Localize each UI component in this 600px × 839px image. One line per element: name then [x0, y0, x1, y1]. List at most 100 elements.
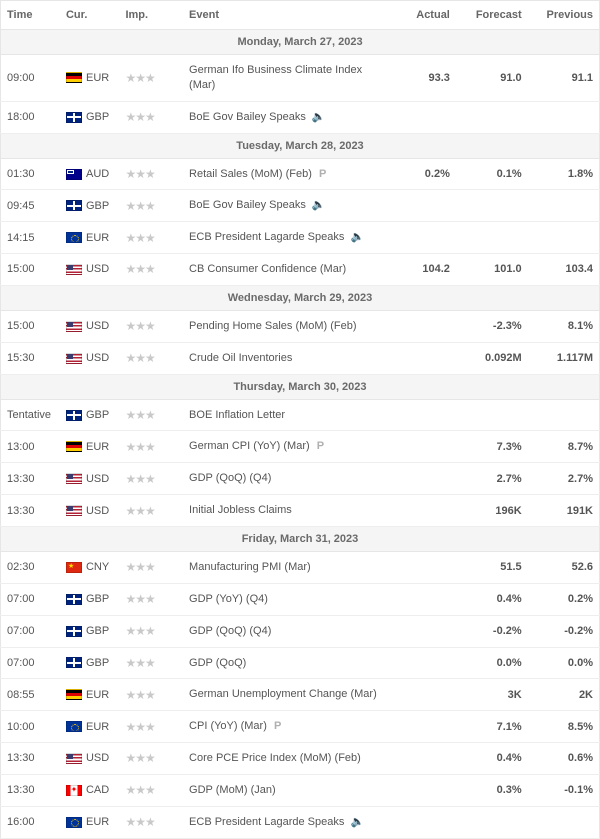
day-header-row: Monday, March 27, 2023	[1, 30, 600, 55]
cell-previous: -0.1%	[528, 774, 600, 806]
event-name: BoE Gov Bailey Speaks	[189, 111, 306, 123]
star-icon: ★	[145, 351, 156, 365]
event-row[interactable]: 13:00EUR★★★German CPI (YoY) (Mar) P7.3%8…	[1, 431, 600, 463]
star-icon: ★	[145, 656, 156, 670]
currency-code: GBP	[86, 409, 109, 421]
cell-previous: 8.7%	[528, 431, 600, 463]
flag-icon	[66, 626, 82, 637]
event-row[interactable]: 13:30USD★★★Initial Jobless Claims196K191…	[1, 495, 600, 527]
cell-event: BOE Inflation Letter	[183, 399, 384, 431]
event-name: CB Consumer Confidence (Mar)	[189, 263, 346, 275]
event-name: German CPI (YoY) (Mar)	[189, 440, 310, 452]
cell-previous	[528, 222, 600, 254]
cell-event: GDP (QoQ) (Q4)	[183, 615, 384, 647]
star-icon: ★	[145, 751, 156, 765]
col-header-event[interactable]: Event	[183, 1, 384, 30]
event-row[interactable]: 07:00GBP★★★GDP (QoQ)0.0%0.0%	[1, 647, 600, 679]
currency-code: EUR	[86, 72, 109, 84]
event-row[interactable]: 16:00EUR★★★ECB President Lagarde Speaks …	[1, 806, 600, 838]
cell-forecast	[456, 190, 528, 222]
currency-code: GBP	[86, 200, 109, 212]
cell-time: 09:00	[1, 55, 60, 102]
flag-icon	[66, 689, 82, 700]
event-name: BoE Gov Bailey Speaks	[189, 199, 306, 211]
event-row[interactable]: 01:30AUD★★★Retail Sales (MoM) (Feb) P0.2…	[1, 158, 600, 190]
event-row[interactable]: 07:00GBP★★★GDP (YoY) (Q4)0.4%0.2%	[1, 583, 600, 615]
cell-forecast	[456, 806, 528, 838]
cell-event: BoE Gov Bailey Speaks 🔈	[183, 190, 384, 222]
cell-currency: GBP	[60, 615, 119, 647]
cell-previous	[528, 101, 600, 133]
event-row[interactable]: 09:00EUR★★★German Ifo Business Climate I…	[1, 55, 600, 102]
col-header-actual[interactable]: Actual	[384, 1, 456, 30]
cell-importance: ★★★	[119, 310, 183, 342]
importance-stars: ★★★	[125, 562, 154, 574]
flag-icon	[66, 473, 82, 484]
cell-previous: 2.7%	[528, 463, 600, 495]
event-name: ECB President Lagarde Speaks	[189, 231, 344, 243]
cell-time: 15:30	[1, 342, 60, 374]
event-row[interactable]: 07:00GBP★★★GDP (QoQ) (Q4)-0.2%-0.2%	[1, 615, 600, 647]
currency-code: AUD	[86, 168, 109, 180]
event-name: GDP (QoQ)	[189, 657, 246, 669]
day-header-label: Wednesday, March 29, 2023	[1, 285, 600, 310]
col-header-time[interactable]: Time	[1, 1, 60, 30]
currency-code: CNY	[86, 561, 109, 573]
event-name: Core PCE Price Index (MoM) (Feb)	[189, 752, 361, 764]
cell-actual	[384, 101, 456, 133]
col-header-cur[interactable]: Cur.	[60, 1, 119, 30]
day-header-label: Tuesday, March 28, 2023	[1, 133, 600, 158]
cell-importance: ★★★	[119, 158, 183, 190]
preliminary-icon: P	[317, 440, 324, 452]
event-row[interactable]: TentativeGBP★★★BOE Inflation Letter	[1, 399, 600, 431]
star-icon: ★	[145, 199, 156, 213]
cell-event: CB Consumer Confidence (Mar)	[183, 254, 384, 286]
cell-importance: ★★★	[119, 647, 183, 679]
event-row[interactable]: 15:30USD★★★Crude Oil Inventories0.092M1.…	[1, 342, 600, 374]
cell-importance: ★★★	[119, 55, 183, 102]
col-header-imp[interactable]: Imp.	[119, 1, 183, 30]
event-name: German Unemployment Change (Mar)	[189, 688, 377, 700]
cell-event: Manufacturing PMI (Mar)	[183, 551, 384, 583]
cell-importance: ★★★	[119, 463, 183, 495]
event-row[interactable]: 13:30USD★★★Core PCE Price Index (MoM) (F…	[1, 743, 600, 775]
flag-icon	[66, 505, 82, 516]
event-row[interactable]: 13:30USD★★★GDP (QoQ) (Q4)2.7%2.7%	[1, 463, 600, 495]
speaker-icon: 🔈	[312, 198, 326, 213]
cell-event: German Unemployment Change (Mar)	[183, 679, 384, 711]
cell-forecast: 51.5	[456, 551, 528, 583]
cell-currency: CAD	[60, 774, 119, 806]
cell-forecast: 7.3%	[456, 431, 528, 463]
cell-time: 16:00	[1, 806, 60, 838]
cell-currency: GBP	[60, 101, 119, 133]
currency-code: USD	[86, 505, 109, 517]
event-row[interactable]: 15:00USD★★★CB Consumer Confidence (Mar)1…	[1, 254, 600, 286]
event-row[interactable]: 08:55EUR★★★German Unemployment Change (M…	[1, 679, 600, 711]
event-row[interactable]: 14:15EUR★★★ECB President Lagarde Speaks …	[1, 222, 600, 254]
importance-stars: ★★★	[125, 321, 154, 333]
cell-actual	[384, 310, 456, 342]
cell-previous: 91.1	[528, 55, 600, 102]
cell-previous: 0.2%	[528, 583, 600, 615]
cell-event: GDP (YoY) (Q4)	[183, 583, 384, 615]
cell-currency: AUD	[60, 158, 119, 190]
cell-forecast: 0.4%	[456, 583, 528, 615]
col-header-previous[interactable]: Previous	[528, 1, 600, 30]
event-row[interactable]: 15:00USD★★★Pending Home Sales (MoM) (Feb…	[1, 310, 600, 342]
star-icon: ★	[145, 408, 156, 422]
event-name: ECB President Lagarde Speaks	[189, 816, 344, 828]
cell-currency: EUR	[60, 431, 119, 463]
event-name: GDP (QoQ) (Q4)	[189, 472, 271, 484]
event-row[interactable]: 09:45GBP★★★BoE Gov Bailey Speaks 🔈	[1, 190, 600, 222]
importance-stars: ★★★	[125, 506, 154, 518]
event-name: Pending Home Sales (MoM) (Feb)	[189, 320, 357, 332]
event-row[interactable]: 02:30CNY★★★Manufacturing PMI (Mar)51.552…	[1, 551, 600, 583]
currency-code: EUR	[86, 232, 109, 244]
cell-importance: ★★★	[119, 743, 183, 775]
event-row[interactable]: 18:00GBP★★★BoE Gov Bailey Speaks 🔈	[1, 101, 600, 133]
event-row[interactable]: 13:30CAD★★★GDP (MoM) (Jan)0.3%-0.1%	[1, 774, 600, 806]
flag-icon	[66, 264, 82, 275]
cell-previous: 103.4	[528, 254, 600, 286]
col-header-forecast[interactable]: Forecast	[456, 1, 528, 30]
day-header-label: Thursday, March 30, 2023	[1, 374, 600, 399]
